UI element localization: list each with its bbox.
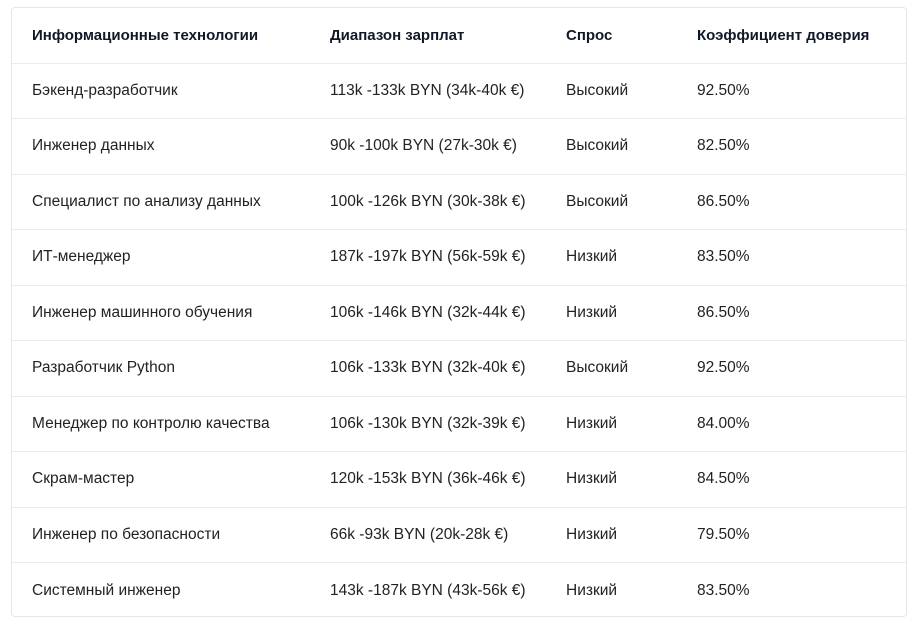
cell-profession: Менеджер по контролю качества xyxy=(32,414,270,432)
cell-confidence: 92.50% xyxy=(697,81,750,99)
cell-salary-range: 100k -126k BYN (30k-38k €) xyxy=(330,192,526,210)
cell-salary-range: 106k -130k BYN (32k-39k €) xyxy=(330,414,526,432)
cell-confidence: 86.50% xyxy=(697,192,750,210)
cell-demand: Низкий xyxy=(566,470,618,488)
cell-salary-range: 66k -93k BYN (20k-28k €) xyxy=(330,525,509,543)
cell-salary-range: 113k -133k BYN (34k-40k €) xyxy=(330,81,525,99)
cell-profession: Системный инженер xyxy=(32,581,181,599)
cell-profession: Инженер по безопасности xyxy=(32,525,221,543)
cell-profession: Инженер машинного обучения xyxy=(32,303,253,321)
cell-salary-range: 120k -153k BYN (36k-46k €) xyxy=(330,470,526,488)
cell-confidence: 83.50% xyxy=(697,581,750,599)
cell-demand: Высокий xyxy=(566,192,629,210)
table-row: Инженер по безопасности 66k -93k BYN (20… xyxy=(12,507,906,563)
table-row: ИТ-менеджер 187k -197k BYN (56k-59k €) Н… xyxy=(12,229,906,286)
column-header-confidence: Коэффициент доверия xyxy=(697,26,870,44)
table-row: Инженер данных 90k -100k BYN (27k-30k €)… xyxy=(12,118,906,175)
cell-salary-range: 143k -187k BYN (43k-56k €) xyxy=(330,581,526,599)
cell-confidence: 92.50% xyxy=(697,359,750,377)
table-row: Скрам-мастер 120k -153k BYN (36k-46k €) … xyxy=(12,451,906,508)
cell-confidence: 86.50% xyxy=(697,303,750,321)
cell-salary-range: 90k -100k BYN (27k-30k €) xyxy=(330,137,517,155)
cell-profession: Специалист по анализу данных xyxy=(32,192,261,210)
cell-profession: ИТ-менеджер xyxy=(32,248,131,266)
cell-confidence: 79.50% xyxy=(697,525,750,543)
cell-profession: Скрам-мастер xyxy=(32,470,135,488)
salary-table: Информационные технологии Диапазон зарпл… xyxy=(12,8,906,617)
column-header-salary-range: Диапазон зарплат xyxy=(330,26,465,44)
cell-demand: Высокий xyxy=(566,81,629,99)
cell-demand: Высокий xyxy=(566,137,629,155)
salary-table-container: Информационные технологии Диапазон зарпл… xyxy=(11,7,907,617)
cell-confidence: 84.50% xyxy=(697,470,750,488)
table-header-row: Информационные технологии Диапазон зарпл… xyxy=(12,8,906,63)
cell-profession: Разработчик Python xyxy=(32,359,175,377)
table-row: Системный инженер 143k -187k BYN (43k-56… xyxy=(12,562,906,617)
cell-salary-range: 106k -133k BYN (32k-40k €) xyxy=(330,359,526,377)
column-header-demand: Спрос xyxy=(566,26,613,44)
table-row: Разработчик Python 106k -133k BYN (32k-4… xyxy=(12,340,906,397)
cell-demand: Низкий xyxy=(566,581,618,599)
column-header-profession: Информационные технологии xyxy=(32,26,259,44)
table-row: Специалист по анализу данных 100k -126k … xyxy=(12,174,906,230)
cell-demand: Низкий xyxy=(566,525,618,543)
cell-profession: Бэкенд-разработчик xyxy=(32,81,178,99)
table-row: Бэкенд-разработчик 113k -133k BYN (34k-4… xyxy=(12,63,906,119)
table-row: Менеджер по контролю качества 106k -130k… xyxy=(12,396,906,452)
cell-demand: Низкий xyxy=(566,248,618,266)
cell-demand: Высокий xyxy=(566,359,629,377)
cell-profession: Инженер данных xyxy=(32,137,155,155)
cell-confidence: 83.50% xyxy=(697,248,750,266)
cell-demand: Низкий xyxy=(566,414,618,432)
cell-salary-range: 187k -197k BYN (56k-59k €) xyxy=(330,248,526,266)
cell-salary-range: 106k -146k BYN (32k-44k €) xyxy=(330,303,526,321)
cell-confidence: 82.50% xyxy=(697,137,750,155)
cell-confidence: 84.00% xyxy=(697,414,750,432)
table-row: Инженер машинного обучения 106k -146k BY… xyxy=(12,285,906,341)
cell-demand: Низкий xyxy=(566,303,618,321)
